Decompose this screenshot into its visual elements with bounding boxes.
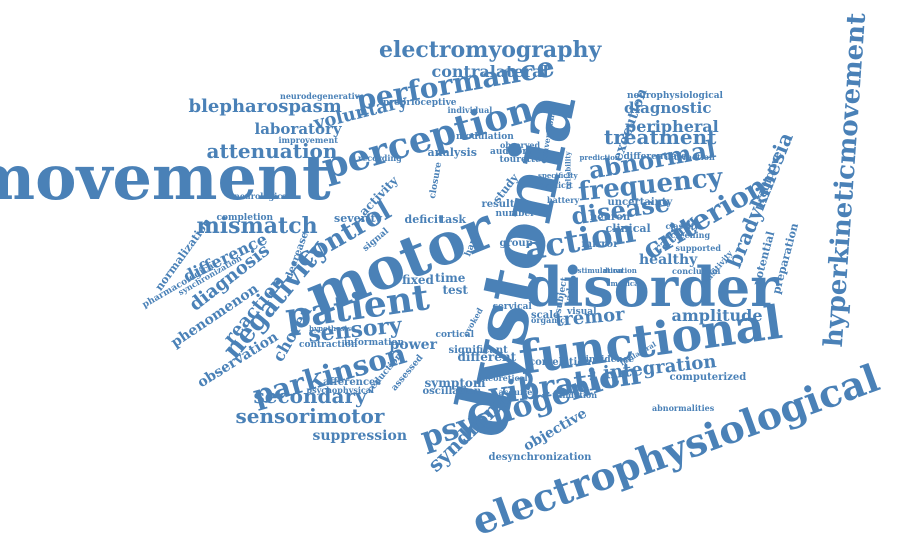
word-treatment: treatment: [604, 125, 717, 149]
word-improvement: improvement: [278, 135, 338, 145]
word-neurodegenerative: neurodegenerative: [280, 91, 365, 101]
word-visual: visual: [567, 306, 597, 317]
word-cortical: cortical: [435, 329, 475, 340]
word-number: number: [495, 208, 535, 219]
word-scale: scale: [531, 310, 560, 321]
word-neuron: neuron: [590, 212, 631, 223]
word-neurophysiological: neurophysiological: [627, 90, 723, 101]
word-power: power: [389, 337, 437, 353]
word-suppression: suppression: [312, 428, 408, 444]
word-theoretical: theoretical: [478, 373, 528, 383]
word-contralateral: contralateral: [431, 62, 549, 81]
word-mirror: mirror: [581, 239, 619, 250]
word-information: information: [344, 337, 405, 348]
word-cloud: movement dystonia disorder functional electr…: [0, 11, 884, 544]
word-recording: recording: [358, 153, 402, 163]
word-completion: completion: [216, 212, 274, 223]
word-correlation: correlation: [529, 357, 592, 368]
word-neurological: neurological: [234, 191, 291, 201]
word-hypothesis: hypothesis: [309, 323, 352, 333]
word-computerized: computerized: [669, 372, 747, 383]
word-amplitude: amplitude: [671, 306, 763, 325]
word-closure: closure: [427, 160, 444, 199]
word-movement: movement: [0, 141, 331, 214]
word-supported: supported: [675, 243, 721, 253]
word-interaction: interaction: [665, 152, 715, 162]
word-peripheral: peripheral: [625, 117, 719, 136]
word-validation: validation: [552, 390, 598, 400]
word-fixed: fixed: [402, 273, 434, 287]
word-task: task: [440, 212, 467, 226]
word-healthy: healthy: [639, 252, 698, 268]
word-secondary: secondary: [253, 384, 367, 408]
word-observed: observed: [500, 140, 541, 150]
word-proprioceptive: proprioceptive: [383, 97, 457, 108]
word-blepharospasm: blepharospasm: [188, 96, 342, 117]
word-laboratory: laboratory: [254, 119, 342, 138]
word-significant: significant: [448, 345, 508, 356]
word-symptom: symptom: [424, 376, 486, 390]
word-mismatch: mismatch: [196, 213, 318, 239]
word-contraction: contraction: [299, 339, 358, 350]
word-conclusion: conclusion: [672, 266, 721, 276]
word-severity: severity: [334, 211, 383, 225]
word-classify: classify: [665, 221, 699, 231]
word-uncertainty: uncertainty: [607, 197, 673, 208]
word-clinical: clinical: [605, 221, 651, 235]
word-group: group: [499, 238, 533, 249]
word-reliability: reliability: [563, 150, 573, 190]
word-deficit: deficit: [404, 212, 444, 226]
word-incidence: incidence: [585, 354, 635, 365]
word-acquired: acquired: [498, 387, 538, 397]
word-hyperkineticmovement: hyperkineticmovement: [818, 11, 872, 349]
word-explicit: explicit: [539, 180, 573, 190]
word-prediction: prediction: [579, 152, 621, 162]
word-specificity: specificity: [538, 170, 578, 180]
word-sensorimotor: sensorimotor: [235, 404, 385, 428]
word-diagnostic: diagnostic: [624, 98, 712, 117]
word-afferences: afferences: [323, 377, 382, 388]
word-oscillation: oscillation: [422, 386, 482, 397]
word-tourette: tourette: [499, 154, 541, 165]
word-analysis: analysis: [427, 145, 477, 159]
word-battery: battery: [547, 195, 580, 205]
word-stimulation: stimulation: [577, 265, 623, 275]
word-medical: medical: [610, 278, 642, 288]
word-auditory: auditory: [490, 146, 533, 157]
word-disorder: disorder: [525, 255, 779, 319]
word-psychophysical: psychophysical: [306, 385, 374, 395]
word-individual: individual: [447, 105, 493, 115]
word-duration: duration: [603, 265, 637, 275]
word-cervical: cervical: [492, 301, 532, 312]
word-differentiate: differentiate: [623, 151, 687, 162]
word-modulation: modulation: [456, 131, 514, 142]
word-time: time: [435, 271, 466, 285]
word-abnormalities: abnormalities: [652, 403, 715, 413]
word-desynchronization: desynchronization: [488, 452, 592, 463]
word-test: test: [442, 283, 468, 297]
word-different: different: [457, 350, 517, 364]
word-screening: screening: [666, 230, 711, 240]
word-result: result: [481, 199, 515, 210]
word-attenuation: attenuation: [206, 139, 338, 163]
word-organic: organic: [531, 315, 566, 325]
word-electromyography: electromyography: [379, 37, 602, 63]
